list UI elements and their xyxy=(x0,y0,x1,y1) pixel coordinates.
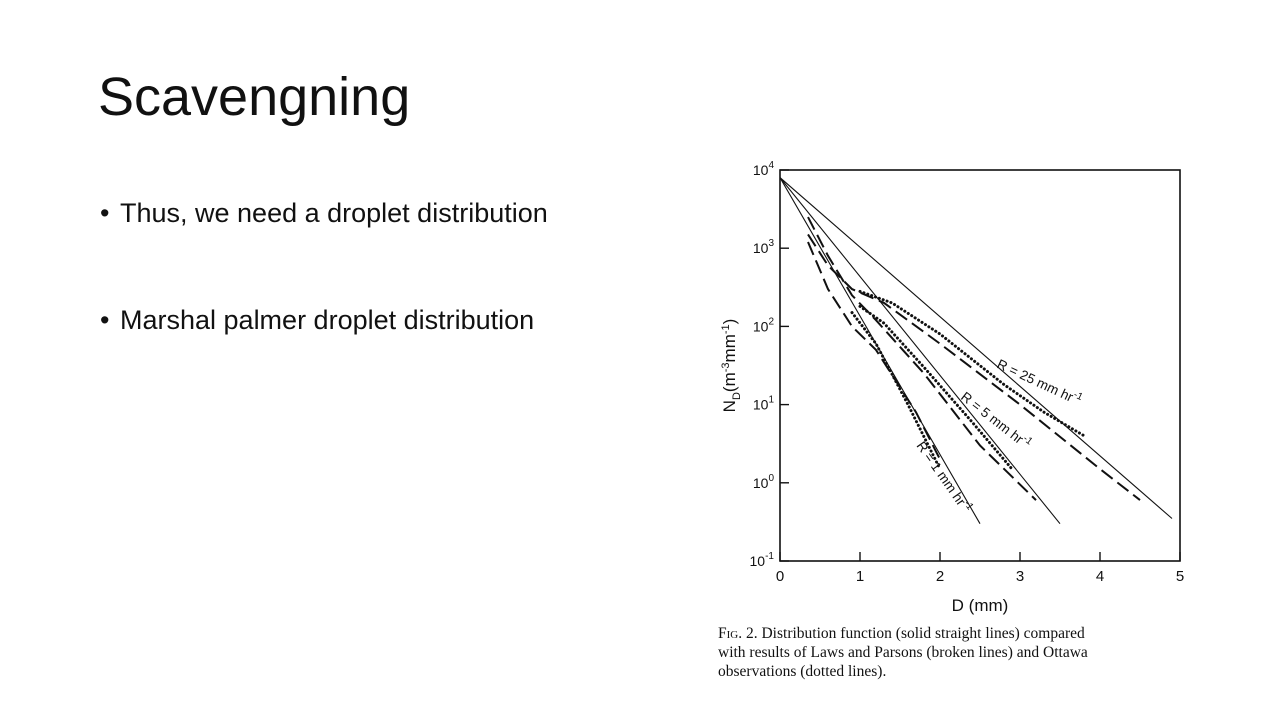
bullet-icon: • xyxy=(100,198,110,228)
y-axis-label-part: -3 xyxy=(720,362,732,372)
annotation-exponent: -1 xyxy=(961,499,975,513)
series-line-solid xyxy=(780,177,1173,519)
y-axis-label-part: N xyxy=(720,400,739,412)
x-tick-label: 4 xyxy=(1096,568,1104,585)
y-tick-label: 103 xyxy=(753,238,775,256)
caption-line: with results of Laws and Parsons (broken… xyxy=(718,644,1088,661)
figure-caption: Fig. 2. Distribution function (solid str… xyxy=(718,624,1238,681)
bullet-item: • Thus, we need a droplet distribution xyxy=(100,198,548,238)
series-line-dashed xyxy=(807,241,941,460)
slide-title: Scavengning xyxy=(98,67,411,127)
y-axis-label-part: D xyxy=(731,392,743,400)
caption-line: Fig. 2. Distribution function (solid str… xyxy=(718,624,1238,643)
y-tick-label: 101 xyxy=(753,395,775,413)
y-tick-label: 100 xyxy=(753,473,775,491)
series-line-dotted xyxy=(858,289,1086,438)
x-tick-label: 2 xyxy=(936,568,944,585)
x-tick-label: 1 xyxy=(856,568,864,585)
x-axis-label: D (mm) xyxy=(952,596,1009,615)
annotation-exponent: -1 xyxy=(1072,389,1085,403)
series-line-dotted xyxy=(850,311,942,471)
bullet-icon: • xyxy=(100,305,110,335)
series-line-dashed xyxy=(807,233,1141,501)
y-tick-exponent: 1 xyxy=(768,395,774,406)
y-axis-label-part: -1 xyxy=(720,324,732,334)
caption-line: observations (dotted lines). xyxy=(718,663,887,680)
series-line-solid xyxy=(780,177,1061,525)
y-tick-label: 104 xyxy=(753,160,775,178)
y-tick-label: 10-1 xyxy=(750,551,775,569)
caption-text: Distribution function (solid straight li… xyxy=(761,625,1085,642)
y-tick-label: 102 xyxy=(753,316,775,334)
annotation-exponent: -1 xyxy=(1021,433,1035,447)
y-axis-label-part: mm xyxy=(720,334,739,362)
y-axis-label-part: ) xyxy=(720,319,739,325)
bullet-text: Marshal palmer droplet distribution xyxy=(120,305,535,335)
bullet-item: • Marshal palmer droplet distribution xyxy=(100,305,548,345)
series-annotation: R = 1 mm hr-1 xyxy=(914,437,976,516)
y-tick-exponent: 3 xyxy=(768,238,774,249)
x-tick-label: 0 xyxy=(776,568,784,585)
y-tick-exponent: 0 xyxy=(768,473,774,484)
plot-frame xyxy=(779,169,1181,562)
series-annotation: R = 25 mm hr-1 xyxy=(995,355,1085,409)
y-tick-exponent: 2 xyxy=(768,316,774,327)
series-line-solid xyxy=(780,177,981,524)
y-tick-exponent: -1 xyxy=(765,551,774,562)
x-tick-label: 3 xyxy=(1016,568,1024,585)
bullet-text: Thus, we need a droplet distribution xyxy=(120,198,548,228)
y-tick-exponent: 4 xyxy=(768,160,774,171)
series-line-dotted xyxy=(858,304,1014,471)
y-axis-label: ND(m-3mm-1) xyxy=(720,319,743,413)
y-axis-label-part: (m xyxy=(720,372,739,392)
caption-label: Fig. 2. xyxy=(718,625,758,642)
x-tick-label: 5 xyxy=(1176,568,1184,585)
series-line-dashed xyxy=(807,216,1037,501)
bullet-list: • Thus, we need a droplet distribution •… xyxy=(100,198,548,412)
